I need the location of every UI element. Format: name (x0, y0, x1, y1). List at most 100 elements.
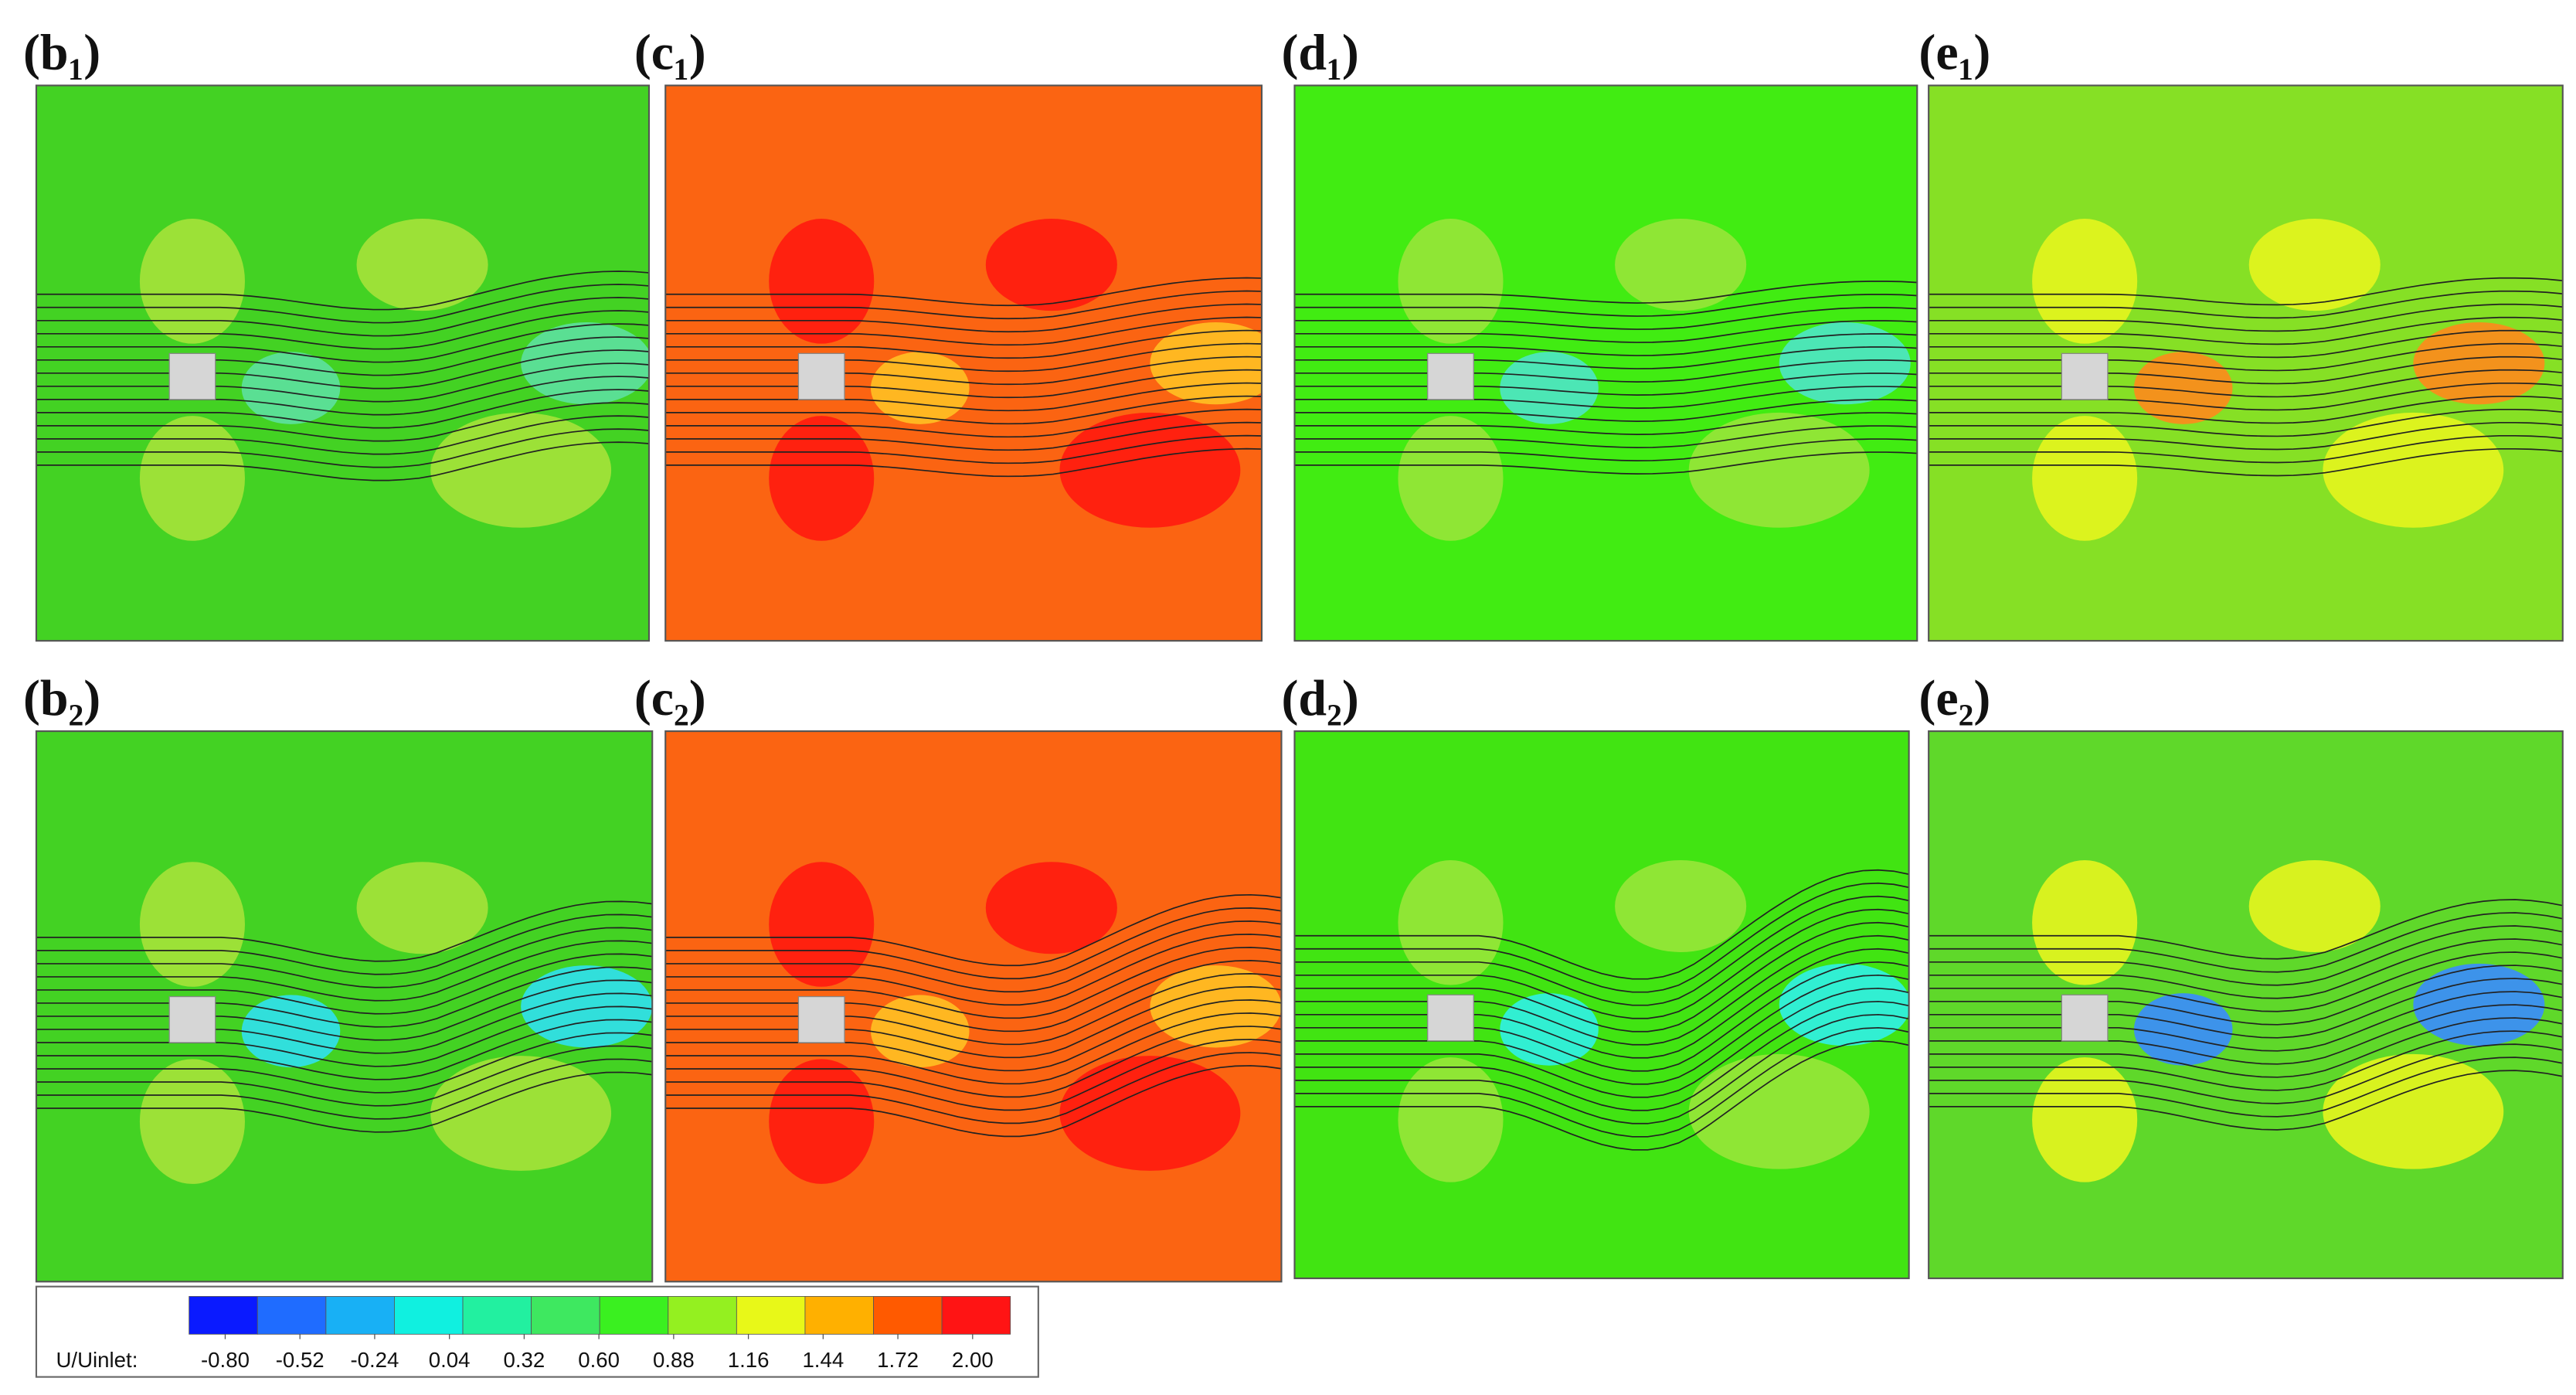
streamline (1929, 316, 2563, 345)
streamline (1929, 369, 2563, 398)
colorbar-tick-label: 0.88 (653, 1348, 695, 1372)
streamline (1294, 1000, 1909, 1111)
streamline (1294, 320, 1918, 343)
streamline (1294, 1039, 1909, 1151)
streamline (1929, 277, 2563, 306)
streamline (36, 1045, 653, 1107)
streamline (1929, 421, 2563, 451)
streamline (1929, 925, 2563, 986)
streamline (1294, 948, 1909, 1059)
streamline (1929, 912, 2563, 973)
streamline (1929, 329, 2563, 359)
contour-region (2248, 219, 2381, 311)
panel-label: (e₁) (1918, 24, 1990, 80)
panel (664, 84, 1263, 642)
streamline (36, 992, 653, 1054)
streamline (36, 900, 653, 962)
streamline (665, 434, 1262, 464)
contour-region (985, 219, 1117, 311)
panel-content (36, 85, 649, 641)
colorbar-tick-label: -0.24 (350, 1348, 399, 1372)
contour-region (1615, 219, 1747, 311)
colorbar-title: U/Uinlet: (56, 1348, 138, 1372)
streamline (665, 316, 1262, 346)
colorbar-swatch (531, 1296, 600, 1335)
contour-region (2032, 416, 2138, 541)
contour-region (2248, 859, 2381, 953)
contour-region (1615, 859, 1747, 953)
contour-region (139, 1059, 245, 1184)
streamline (1294, 934, 1909, 1046)
streamline (1929, 395, 2563, 424)
streamline (36, 389, 649, 429)
colorbar-swatch (257, 1296, 327, 1335)
streamline (36, 1058, 653, 1120)
streamline (1294, 281, 1918, 304)
bluff-body (2061, 994, 2109, 1042)
streamline (665, 382, 1262, 412)
colorbar-tick-label: 1.44 (802, 1348, 844, 1372)
streamline (1294, 412, 1918, 435)
streamline (665, 329, 1262, 359)
bluff-body (2061, 352, 2109, 400)
contour-region (769, 416, 875, 541)
panel-frame (664, 730, 1283, 1283)
streamline (665, 303, 1262, 333)
panel-frame (664, 84, 1263, 642)
panel (1928, 84, 2564, 642)
streamline (665, 907, 1282, 980)
streamline (665, 1039, 1282, 1111)
streamline (1294, 346, 1918, 369)
contour-region (2032, 859, 2138, 985)
panel-label: (d₁) (1281, 24, 1358, 80)
streamline (36, 402, 649, 442)
streamline (1929, 342, 2563, 372)
panel-label: (b₁) (23, 24, 100, 80)
streamline (1294, 987, 1909, 1098)
panel (1293, 730, 1910, 1280)
streamline (1929, 899, 2563, 960)
streamline (665, 986, 1282, 1059)
panel-frame (1928, 730, 2564, 1280)
streamline (665, 1012, 1282, 1085)
streamline (665, 947, 1282, 1019)
streamline (665, 1065, 1282, 1138)
colorbar-swatch (873, 1296, 943, 1335)
panel-content (36, 731, 653, 1282)
streamline (665, 920, 1282, 993)
colorbar-swatch (394, 1296, 464, 1335)
streamline (1929, 290, 2563, 319)
colorbar-tick-label: -0.80 (201, 1348, 250, 1372)
contour-region (1688, 412, 1870, 528)
contour-region (1398, 219, 1504, 344)
colorbar-tick-label: 0.32 (504, 1348, 545, 1372)
contour-region (2323, 1053, 2504, 1169)
streamline (1294, 974, 1909, 1085)
streamline (1294, 294, 1918, 317)
bluff-body (797, 995, 845, 1043)
streamline (665, 369, 1262, 399)
colorbar-tick-label: 2.00 (952, 1348, 994, 1372)
streamline (1294, 373, 1918, 396)
panel-label: (c₁) (634, 24, 706, 80)
contour-region (430, 412, 612, 528)
contour-region (139, 219, 245, 344)
panel-frame (1928, 84, 2564, 642)
streamline (1929, 1056, 2563, 1118)
streamline (36, 927, 653, 988)
colorbar-tick-label: 0.60 (578, 1348, 620, 1372)
streamline (36, 953, 653, 1015)
bluff-body (1427, 994, 1474, 1042)
panel (1928, 730, 2564, 1280)
contour-region (139, 416, 245, 541)
streamline (36, 336, 649, 376)
streamline (665, 342, 1262, 373)
contour-region (1059, 1056, 1241, 1171)
bluff-body (168, 995, 216, 1043)
streamline (1929, 434, 2563, 464)
bluff-body (1427, 352, 1474, 400)
colorbar-tick-label: 0.04 (429, 1348, 471, 1372)
streamline (36, 1005, 653, 1067)
